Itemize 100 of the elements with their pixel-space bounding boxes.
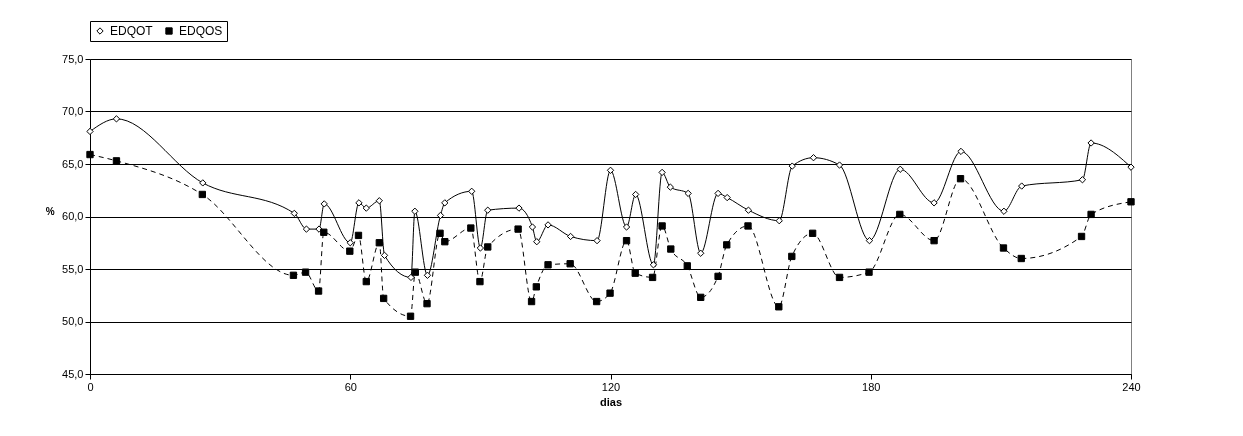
- y-tick-label: 50,0: [62, 315, 84, 327]
- y-tick-label: 60,0: [62, 210, 84, 222]
- point: [1017, 254, 1025, 263]
- point: [744, 222, 752, 230]
- point: [302, 225, 311, 233]
- x-tick-label: 240: [1122, 380, 1141, 393]
- point: [1018, 182, 1026, 190]
- point: [411, 207, 419, 215]
- y-tick-label: 65,0: [62, 157, 84, 170]
- point: [362, 204, 370, 212]
- point: [622, 236, 631, 245]
- point: [631, 269, 639, 277]
- point: [527, 297, 536, 306]
- point: [112, 115, 121, 123]
- point: [744, 206, 753, 214]
- point: [1078, 176, 1087, 184]
- point: [354, 231, 363, 240]
- point: [532, 283, 540, 291]
- point: [423, 299, 431, 308]
- point: [346, 239, 354, 247]
- point: [566, 260, 574, 268]
- x-tick-label: 180: [862, 380, 881, 393]
- point: [684, 189, 692, 198]
- point: [476, 277, 484, 286]
- point: [320, 228, 328, 236]
- point: [606, 166, 615, 174]
- point: [533, 238, 541, 246]
- point: [865, 268, 873, 276]
- point: [809, 154, 818, 162]
- point: [375, 197, 383, 205]
- point: [198, 190, 206, 199]
- point: [788, 252, 796, 261]
- point: [1127, 163, 1135, 171]
- point: [289, 271, 298, 279]
- point: [528, 223, 537, 231]
- point: [592, 297, 601, 306]
- point: [606, 289, 614, 297]
- point: [622, 223, 631, 231]
- point: [957, 147, 965, 156]
- point: [441, 199, 449, 207]
- point: [697, 249, 705, 257]
- point: [86, 150, 94, 159]
- point: [658, 222, 666, 230]
- point: [476, 244, 485, 252]
- y-tick-label: 45,0: [62, 367, 84, 380]
- y-tick-label: 55,0: [62, 262, 84, 275]
- point: [723, 193, 731, 202]
- point: [301, 268, 310, 276]
- point: [441, 238, 449, 246]
- point: [683, 262, 691, 270]
- point: [380, 251, 389, 260]
- point: [468, 187, 476, 195]
- point: [593, 236, 601, 245]
- point: [1087, 139, 1095, 147]
- point: [566, 232, 575, 241]
- point: [835, 161, 844, 169]
- point: [406, 312, 415, 320]
- point: [346, 247, 354, 255]
- point: [632, 190, 640, 199]
- point: [930, 199, 938, 207]
- point: [999, 244, 1008, 252]
- point: [775, 303, 783, 311]
- point: [835, 273, 844, 282]
- x-tick-label: 0: [87, 380, 94, 393]
- point: [112, 157, 121, 165]
- point: [808, 229, 817, 237]
- point: [896, 210, 904, 219]
- point: [775, 217, 783, 225]
- y-tick-label: 75,0: [62, 52, 84, 65]
- point: [865, 236, 874, 245]
- legend-label: EDQOT: [110, 24, 154, 38]
- point: [411, 268, 419, 276]
- point: [355, 199, 363, 207]
- point: [714, 189, 722, 198]
- point: [375, 239, 383, 247]
- point: [544, 221, 552, 229]
- point: [484, 243, 492, 251]
- y-axis-title: %: [45, 206, 55, 217]
- point: [1127, 198, 1135, 206]
- x-tick-label: 60: [344, 380, 357, 393]
- point: [515, 204, 523, 212]
- point: [788, 162, 796, 170]
- point: [320, 200, 328, 208]
- point: [423, 271, 432, 279]
- point: [930, 236, 938, 245]
- point: [896, 165, 904, 173]
- point: [290, 209, 298, 218]
- point: [436, 229, 444, 237]
- point: [86, 127, 94, 136]
- point: [697, 293, 705, 302]
- x-tick-label: 120: [601, 380, 621, 393]
- legend-label: EDQOS: [179, 24, 223, 38]
- point: [1000, 207, 1008, 215]
- point: [379, 294, 388, 303]
- point: [544, 261, 552, 269]
- point: [658, 168, 666, 177]
- point: [1077, 232, 1086, 241]
- point: [467, 224, 475, 232]
- point: [514, 225, 522, 233]
- point: [723, 241, 731, 249]
